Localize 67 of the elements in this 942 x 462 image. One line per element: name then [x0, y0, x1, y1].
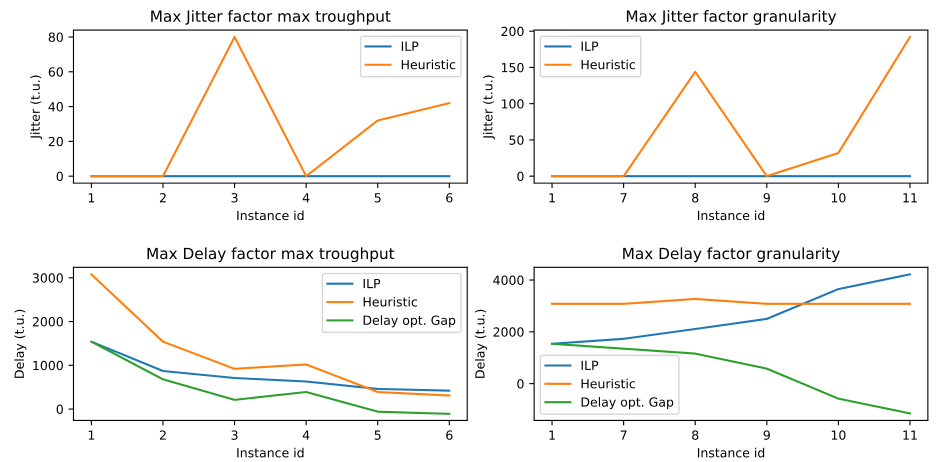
y-tick-label: 80	[48, 32, 63, 42]
y-tick-label: 3000	[32, 273, 63, 283]
y-tick-label: 4000	[493, 275, 524, 285]
x-axis-title: Instance id	[237, 210, 304, 220]
y-axis-title: Jitter (t.u.)	[482, 76, 495, 140]
x-tick-label: 4	[302, 193, 310, 202]
x-tick-label: 10	[832, 193, 846, 203]
x-tick-label: 6	[446, 430, 452, 440]
y-tick-label: 40	[48, 102, 63, 112]
x-tick-label: 1	[88, 430, 94, 440]
x-tick-label: 5	[374, 430, 381, 440]
y-tick-label: 20	[48, 136, 63, 146]
x-tick-label: 1	[549, 430, 555, 440]
y-axis-title: Delay (t.u.)	[474, 310, 488, 378]
x-tick-label: 4	[302, 430, 310, 440]
x-axis-title: Instance id	[698, 448, 764, 458]
y-tick-label: 50	[509, 135, 524, 145]
x-tick-label: 1	[88, 193, 94, 202]
legend-label: Heuristic	[582, 60, 635, 70]
y-axis-title: Jitter (t.u.)	[30, 76, 42, 140]
x-tick-label: 1	[549, 193, 555, 202]
x-tick-label: 2	[160, 193, 166, 202]
y-tick-label: 0	[517, 172, 524, 182]
x-tick-label: 5	[374, 193, 381, 203]
legend-label: Heuristic	[402, 60, 456, 70]
legend-label: ILP	[402, 42, 418, 51]
legend-label: ILP	[364, 278, 380, 288]
chart-title: Max Delay factor max troughput	[148, 247, 394, 262]
y-tick-label: 60	[48, 67, 63, 77]
y-tick-label: 1000	[33, 360, 63, 370]
y-tick-label: 0	[56, 404, 63, 414]
y-tick-label: 0	[56, 172, 63, 182]
line-series	[90, 340, 450, 415]
x-axis-title: Instance id	[698, 210, 764, 220]
x-tick-label: 11	[903, 193, 917, 202]
y-tick-label: 200	[501, 26, 524, 36]
x-tick-label: 11	[903, 430, 917, 440]
y-tick-label: 0	[517, 379, 524, 389]
y-tick-label: 2000	[494, 327, 524, 337]
x-tick-label: 8	[692, 193, 698, 203]
x-tick-label: 9	[764, 193, 770, 203]
legend-label: Heuristic	[364, 296, 418, 307]
x-tick-label: 7	[620, 193, 627, 202]
legend-label: Delay opt. Gap	[364, 315, 456, 328]
legend-label: ILP	[582, 360, 598, 370]
x-axis-title: Instance id	[237, 448, 304, 458]
line-series	[550, 342, 912, 414]
chart-title: Max Jitter factor granularity	[626, 10, 836, 25]
y-tick-label: 100	[502, 99, 524, 109]
x-tick-label: 7	[620, 430, 627, 440]
x-tick-label: 8	[692, 430, 698, 440]
x-tick-label: 3	[232, 430, 238, 440]
legend-label: Heuristic	[582, 378, 635, 388]
y-tick-label: 2000	[32, 317, 63, 326]
y-axis-title: Delay (t.u.)	[14, 310, 26, 378]
legend-label: Delay opt. Gap	[582, 397, 674, 410]
line-series	[550, 36, 912, 178]
x-tick-label: 3	[232, 193, 238, 203]
chart-title: Max Delay factor granularity	[623, 247, 840, 262]
x-tick-label: 2	[160, 430, 166, 440]
chart-title: Max Jitter factor max troughput	[151, 10, 391, 25]
line-series	[550, 273, 912, 345]
x-tick-label: 10	[832, 430, 846, 440]
x-tick-label: 6	[446, 193, 452, 203]
y-tick-label: 150	[502, 62, 524, 72]
legend-label: ILP	[582, 42, 598, 51]
x-tick-label: 9	[764, 430, 770, 440]
